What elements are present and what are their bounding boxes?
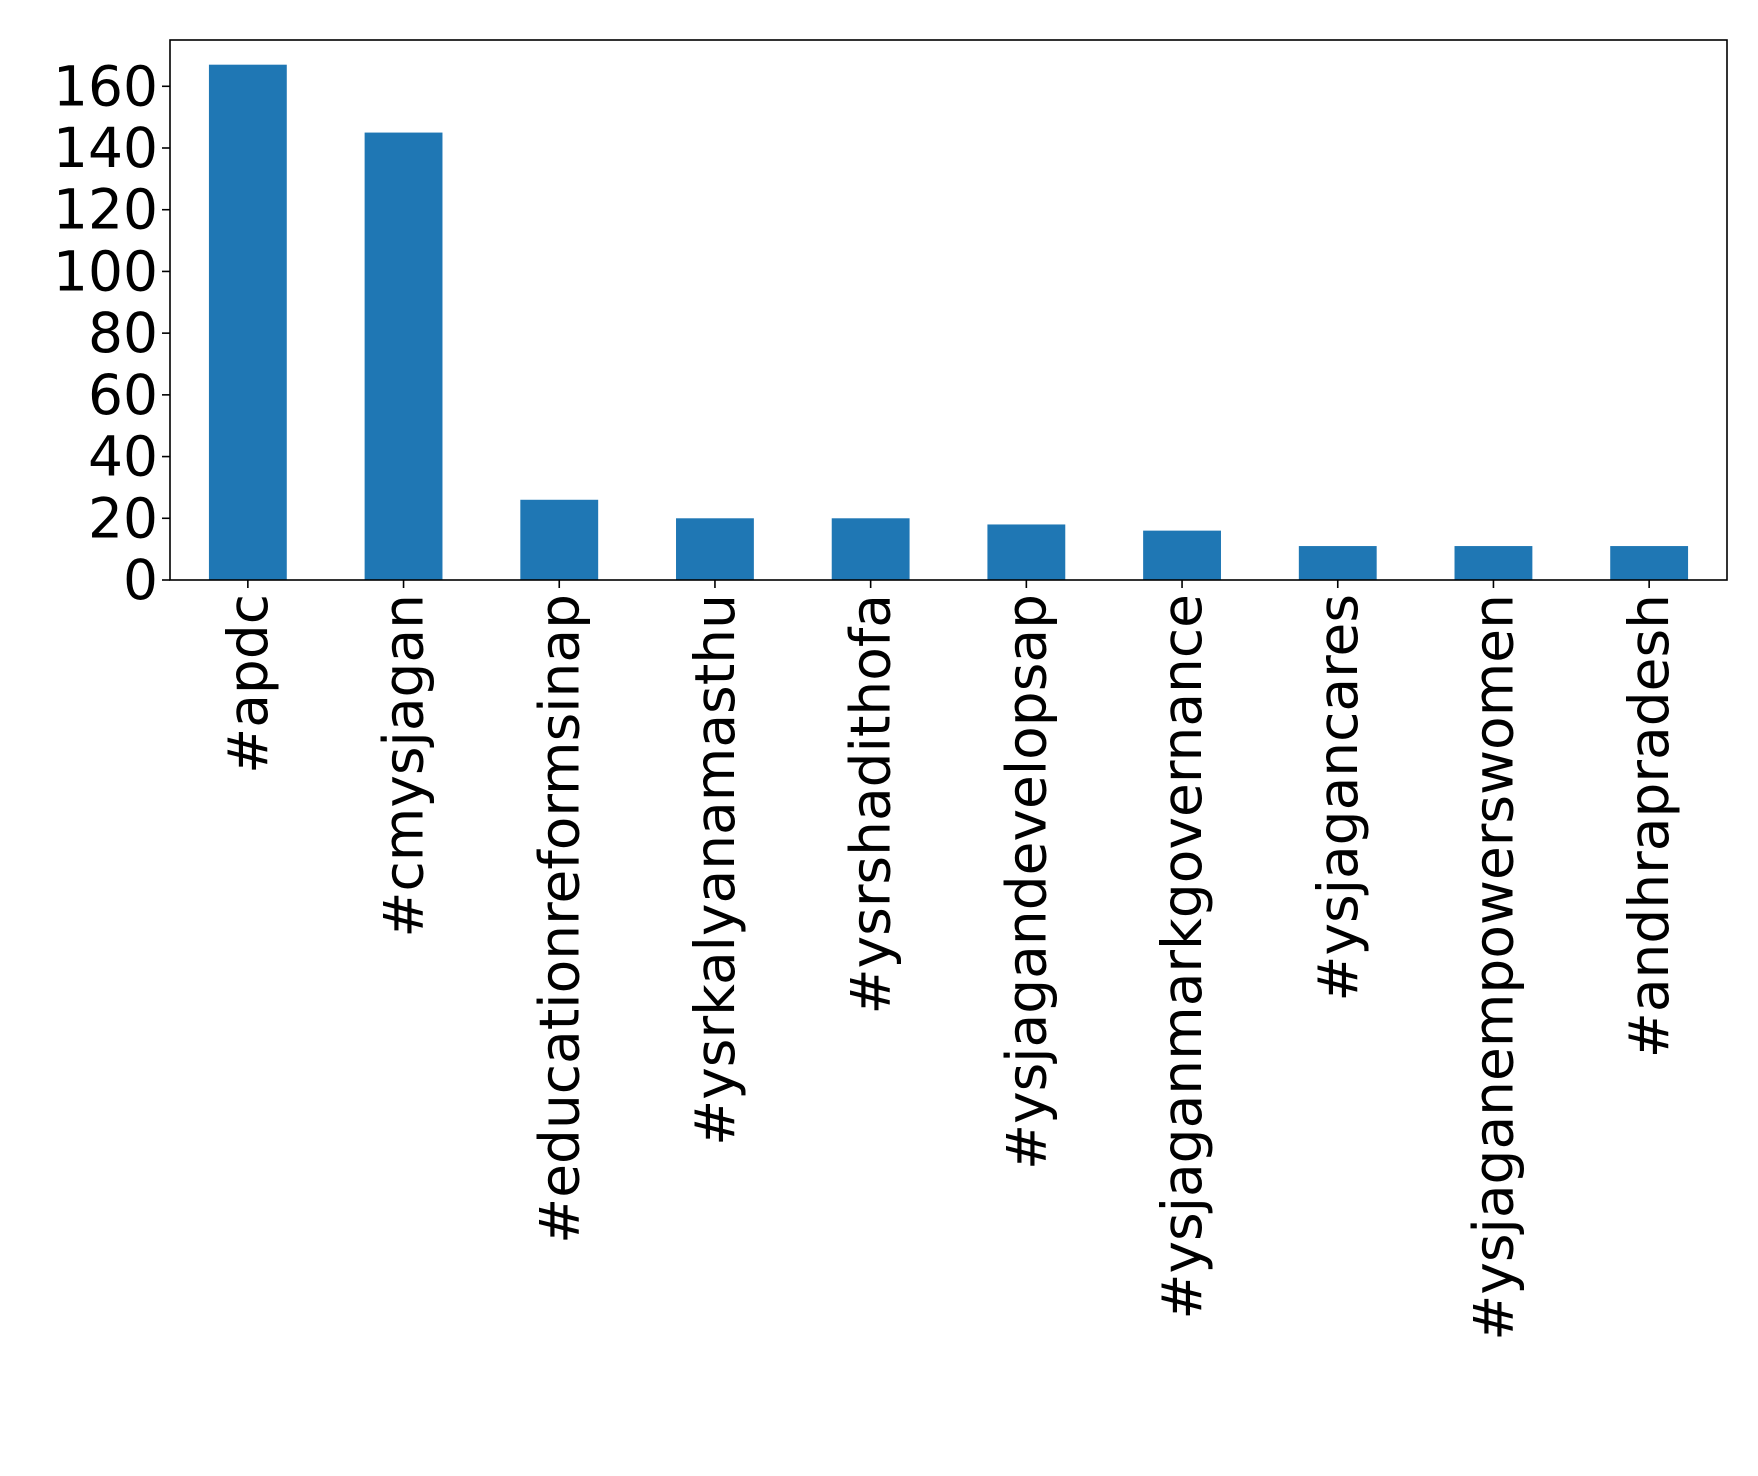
- x-axis-ticks: #apdc #cmysjagan #educationreformsinap #ysr…: [216, 580, 1681, 1341]
- x-tick-label: #ysrkalyanamasthu: [683, 594, 747, 1146]
- y-tick-label: 140: [53, 116, 158, 180]
- bar-ysrshadithofa: [831, 518, 910, 580]
- x-tick-label: #educationreformsinap: [527, 594, 591, 1244]
- y-tick-label: 60: [88, 363, 158, 427]
- x-tick-label: #ysjagandevelopsap: [994, 594, 1058, 1170]
- x-tick-label: #ysjaganmarkgovernance: [1150, 594, 1214, 1320]
- plot-frame: [169, 39, 1728, 581]
- x-tick-label: #apdc: [216, 594, 280, 774]
- x-tick-label: #cmysjagan: [372, 594, 436, 938]
- bar-ysjaganmarkgovernance: [1143, 530, 1221, 580]
- bar-ysjagancares: [1298, 546, 1377, 580]
- bar-educationreformsinap: [520, 499, 599, 580]
- y-tick-label: 80: [88, 301, 158, 365]
- bar-cmysjagan: [364, 132, 443, 580]
- bar-ysjagandevelopsap: [987, 524, 1066, 580]
- x-tick-label: #andhrapradesh: [1617, 594, 1681, 1058]
- bar-ysrkalyanamasthu: [676, 518, 754, 580]
- bar-ysjaganempowerswomen: [1454, 546, 1533, 580]
- x-tick-label: #ysrshadithofa: [839, 594, 903, 1014]
- y-tick-label: 40: [88, 425, 158, 489]
- bar-andhrapradesh: [1610, 546, 1689, 580]
- bars-group: [208, 64, 1689, 580]
- x-tick-label: #ysjaganempowerswomen: [1461, 594, 1525, 1341]
- x-tick-label: #ysjagancares: [1306, 594, 1370, 1002]
- y-tick-label: 120: [53, 178, 158, 242]
- y-tick-label: 20: [88, 486, 158, 550]
- y-tick-label: 0: [123, 548, 158, 612]
- bar-apdc: [208, 64, 287, 580]
- y-tick-label: 160: [53, 54, 158, 118]
- y-tick-label: 100: [53, 239, 158, 303]
